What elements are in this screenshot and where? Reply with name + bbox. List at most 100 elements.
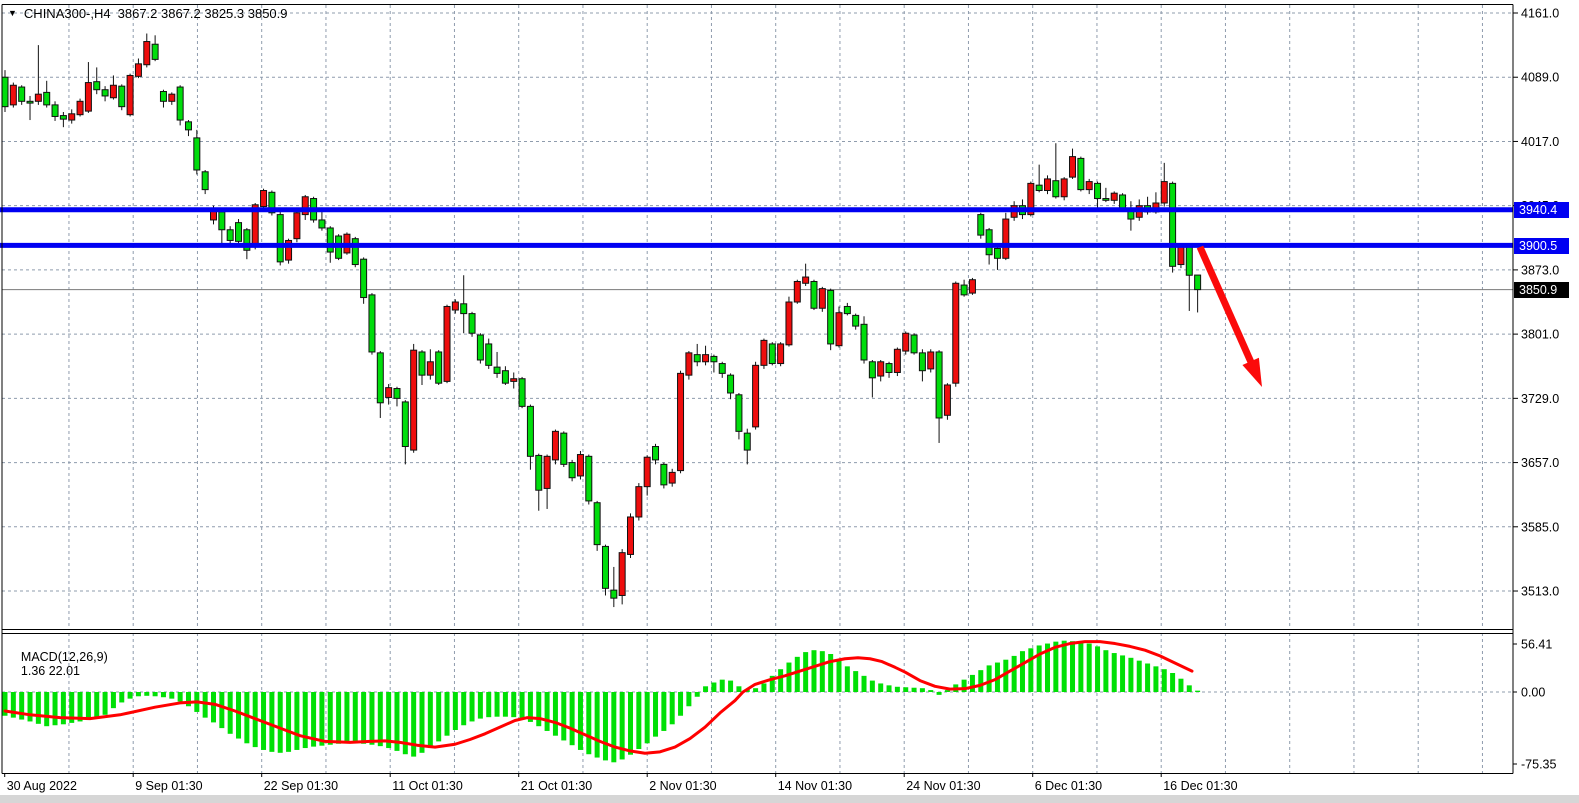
candle-body	[1185, 245, 1193, 276]
candle-body	[618, 552, 626, 596]
macd-bar	[110, 692, 116, 709]
macd-bar	[1053, 641, 1059, 692]
time-axis: 30 Aug 2022 9 Sep 01:30 22 Sep 01:30 11 Oct…	[4, 773, 1238, 793]
candle-body	[184, 121, 192, 131]
macd-bar	[586, 692, 592, 755]
macd-bar	[769, 675, 775, 692]
candle-body	[118, 85, 126, 108]
candle-body	[585, 455, 593, 502]
candle-body	[376, 352, 384, 404]
candle-body	[635, 486, 643, 518]
candle-body	[652, 446, 660, 461]
macd-signal-line	[3, 640, 1194, 755]
macd-bar	[319, 692, 325, 746]
candle-body	[126, 74, 134, 116]
candle-body	[410, 349, 418, 451]
candle-body	[460, 303, 468, 315]
macd-bar	[494, 692, 500, 717]
candle-body	[1044, 178, 1051, 192]
candle-body	[243, 229, 251, 251]
macd-bar	[77, 692, 83, 722]
macd-bar	[552, 692, 558, 736]
candle-body	[877, 361, 885, 377]
macd-axis-label: 0.00	[1521, 686, 1545, 700]
macd-bar	[119, 692, 125, 703]
macd-bar	[1086, 643, 1092, 692]
macd-bar	[211, 692, 216, 723]
candle-body	[401, 401, 409, 448]
macd-bar	[1019, 651, 1025, 692]
macd-bar	[369, 692, 375, 745]
macd-bar	[135, 692, 141, 697]
candle-body	[468, 313, 476, 334]
macd-bar	[411, 692, 417, 757]
macd-bar	[694, 692, 700, 697]
candle-body	[1035, 184, 1043, 192]
candle-body	[643, 456, 651, 488]
macd-bar	[377, 692, 383, 747]
macd-bar	[444, 692, 450, 736]
macd-bar	[903, 687, 909, 692]
macd-bar	[436, 692, 442, 742]
macd-bar	[185, 692, 191, 707]
candle-body	[385, 387, 393, 398]
candle-body	[159, 90, 167, 102]
candle-body	[893, 348, 901, 373]
macd-bar	[144, 692, 150, 696]
candle-body	[26, 100, 34, 104]
trend-arrow-head[interactable]	[1242, 357, 1262, 387]
candle-body	[1169, 182, 1177, 267]
price-axis-label: 4089.0	[1521, 71, 1559, 85]
macd-bar	[102, 692, 108, 715]
macd-bar	[886, 685, 892, 692]
candle-body	[660, 463, 668, 486]
macd-name: MACD(12,26,9)	[20, 650, 108, 664]
symbol-dropdown-icon[interactable]: ▼	[8, 8, 17, 18]
trend-arrow[interactable]	[1196, 245, 1262, 387]
macd-bar	[986, 665, 992, 692]
candle-body	[260, 190, 268, 208]
macd-bar	[811, 650, 817, 692]
macd-bar	[1153, 666, 1159, 692]
candle-body	[1027, 182, 1035, 216]
candle-body	[1110, 192, 1118, 201]
candle-body	[551, 430, 559, 461]
macd-bar	[486, 692, 492, 718]
macd-bar	[311, 692, 317, 747]
macd-bar	[452, 692, 458, 730]
resistance-price-badge: 3940.4	[1514, 202, 1569, 218]
candle-body	[810, 280, 818, 309]
macd-bar	[1045, 643, 1050, 692]
macd-bar	[978, 670, 984, 692]
macd-bar	[1036, 645, 1042, 692]
trend-arrow-shaft[interactable]	[1196, 245, 1257, 369]
candle-body	[510, 378, 518, 382]
candle-body	[168, 93, 176, 102]
price-axis-label: 3657.0	[1521, 456, 1559, 470]
price-axis: 4161.04089.04017.03945.03873.03801.03729…	[1513, 7, 1559, 599]
macd-bar	[669, 692, 675, 725]
candle-body	[485, 343, 493, 366]
macd-bar	[644, 692, 650, 744]
ohlc-values: 3867.2 3867.2 3825.3 3850.9	[117, 6, 288, 21]
macd-bar	[1070, 641, 1076, 692]
candle-body	[935, 351, 943, 419]
candle-body	[18, 86, 26, 102]
macd-bar	[1111, 653, 1117, 692]
macd-bar	[786, 662, 792, 692]
candle-body	[285, 239, 293, 261]
candle-body	[451, 301, 459, 311]
candle-body	[360, 258, 368, 299]
price-axis-label: 4161.0	[1521, 7, 1559, 21]
candle-body	[201, 171, 209, 191]
time-axis-label: 30 Aug 2022	[7, 779, 77, 793]
candle-body	[218, 211, 226, 231]
macd-bar	[819, 651, 825, 692]
macd-bar	[1170, 673, 1176, 692]
time-axis-label: 14 Nov 01:30	[778, 779, 852, 793]
candle-body	[843, 305, 851, 315]
macd-bar	[686, 692, 692, 707]
candle-body	[760, 339, 768, 366]
